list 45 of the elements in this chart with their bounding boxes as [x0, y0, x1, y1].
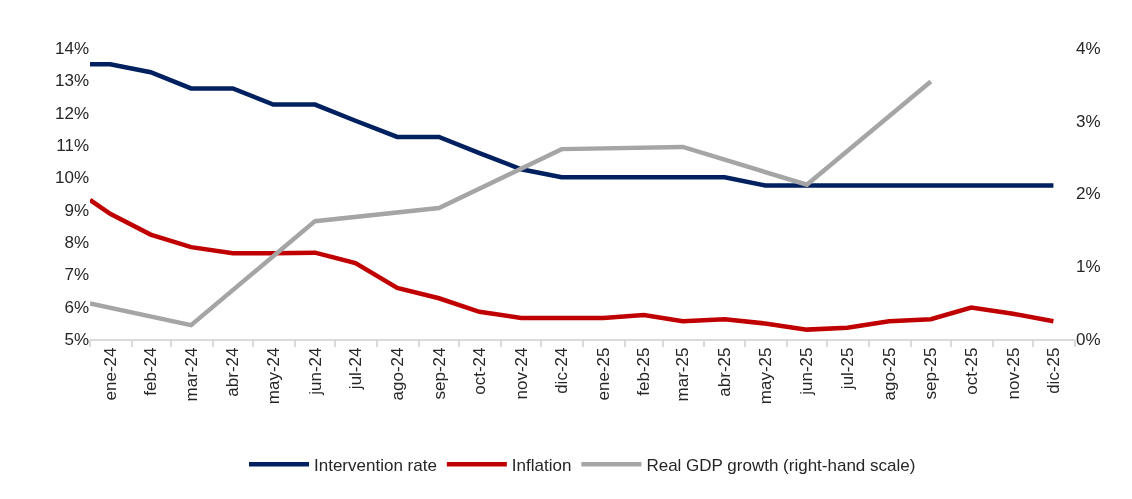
x-tick-label: ene-24	[100, 347, 120, 401]
x-tick-label: may-25	[755, 347, 775, 405]
x-tick-label: dic-25	[1043, 347, 1063, 394]
x-tick-label: ene-25	[593, 347, 613, 401]
y-tick-label: 8%	[64, 232, 89, 252]
y2-tick-label: 2%	[1076, 184, 1101, 204]
y-tick-label: 12%	[54, 103, 89, 123]
y-tick-label: 6%	[64, 297, 89, 317]
x-tick-label: ago-25	[879, 347, 899, 401]
x-tick-label: sep-24	[429, 347, 449, 400]
y-tick-label: 5%	[64, 329, 89, 349]
y2-tick-label: 4%	[1076, 38, 1101, 58]
x-tick-label: feb-25	[634, 347, 654, 396]
x-tick-label: mar-24	[181, 347, 201, 402]
x-tick-label: feb-24	[141, 347, 161, 396]
legend-label: Intervention rate	[314, 455, 437, 475]
y-tick-label: 13%	[54, 71, 89, 91]
y-tick-label: 11%	[56, 135, 89, 155]
x-tick-label: sep-25	[921, 347, 941, 400]
line-series	[90, 61, 1056, 188]
x-tick-label: dic-24	[552, 347, 572, 394]
y-tick-label: 7%	[64, 265, 89, 285]
y2-tick-label: 1%	[1076, 257, 1101, 277]
x-tick-label: oct-25	[961, 347, 981, 395]
x-tick-label: mar-25	[673, 347, 693, 402]
x-tick-label: oct-24	[469, 347, 489, 395]
x-tick-label: jul-25	[837, 347, 857, 391]
x-tick-label: jun-25	[797, 347, 817, 396]
x-tick-label: nov-25	[1003, 347, 1023, 400]
y-tick-label: 9%	[64, 200, 89, 220]
y2-tick-label: 3%	[1076, 111, 1101, 131]
legend-label: Inflation	[511, 455, 572, 475]
y2-tick-label: 0%	[1076, 329, 1101, 349]
y-tick-label: 14%	[54, 38, 89, 58]
x-tick-label: abr-24	[223, 347, 243, 397]
legend-label: Real GDP growth (right-hand scale)	[646, 455, 916, 475]
x-tick-label: jul-24	[345, 347, 365, 391]
x-tick-label: may-24	[263, 347, 283, 405]
x-tick-label: ago-24	[387, 347, 407, 401]
x-tick-label: abr-25	[715, 347, 735, 397]
line-series	[90, 79, 934, 328]
x-tick-label: jun-24	[305, 347, 325, 396]
line-series	[90, 197, 1056, 332]
y-tick-label: 10%	[54, 168, 89, 188]
x-tick-label: nov-24	[511, 347, 531, 400]
